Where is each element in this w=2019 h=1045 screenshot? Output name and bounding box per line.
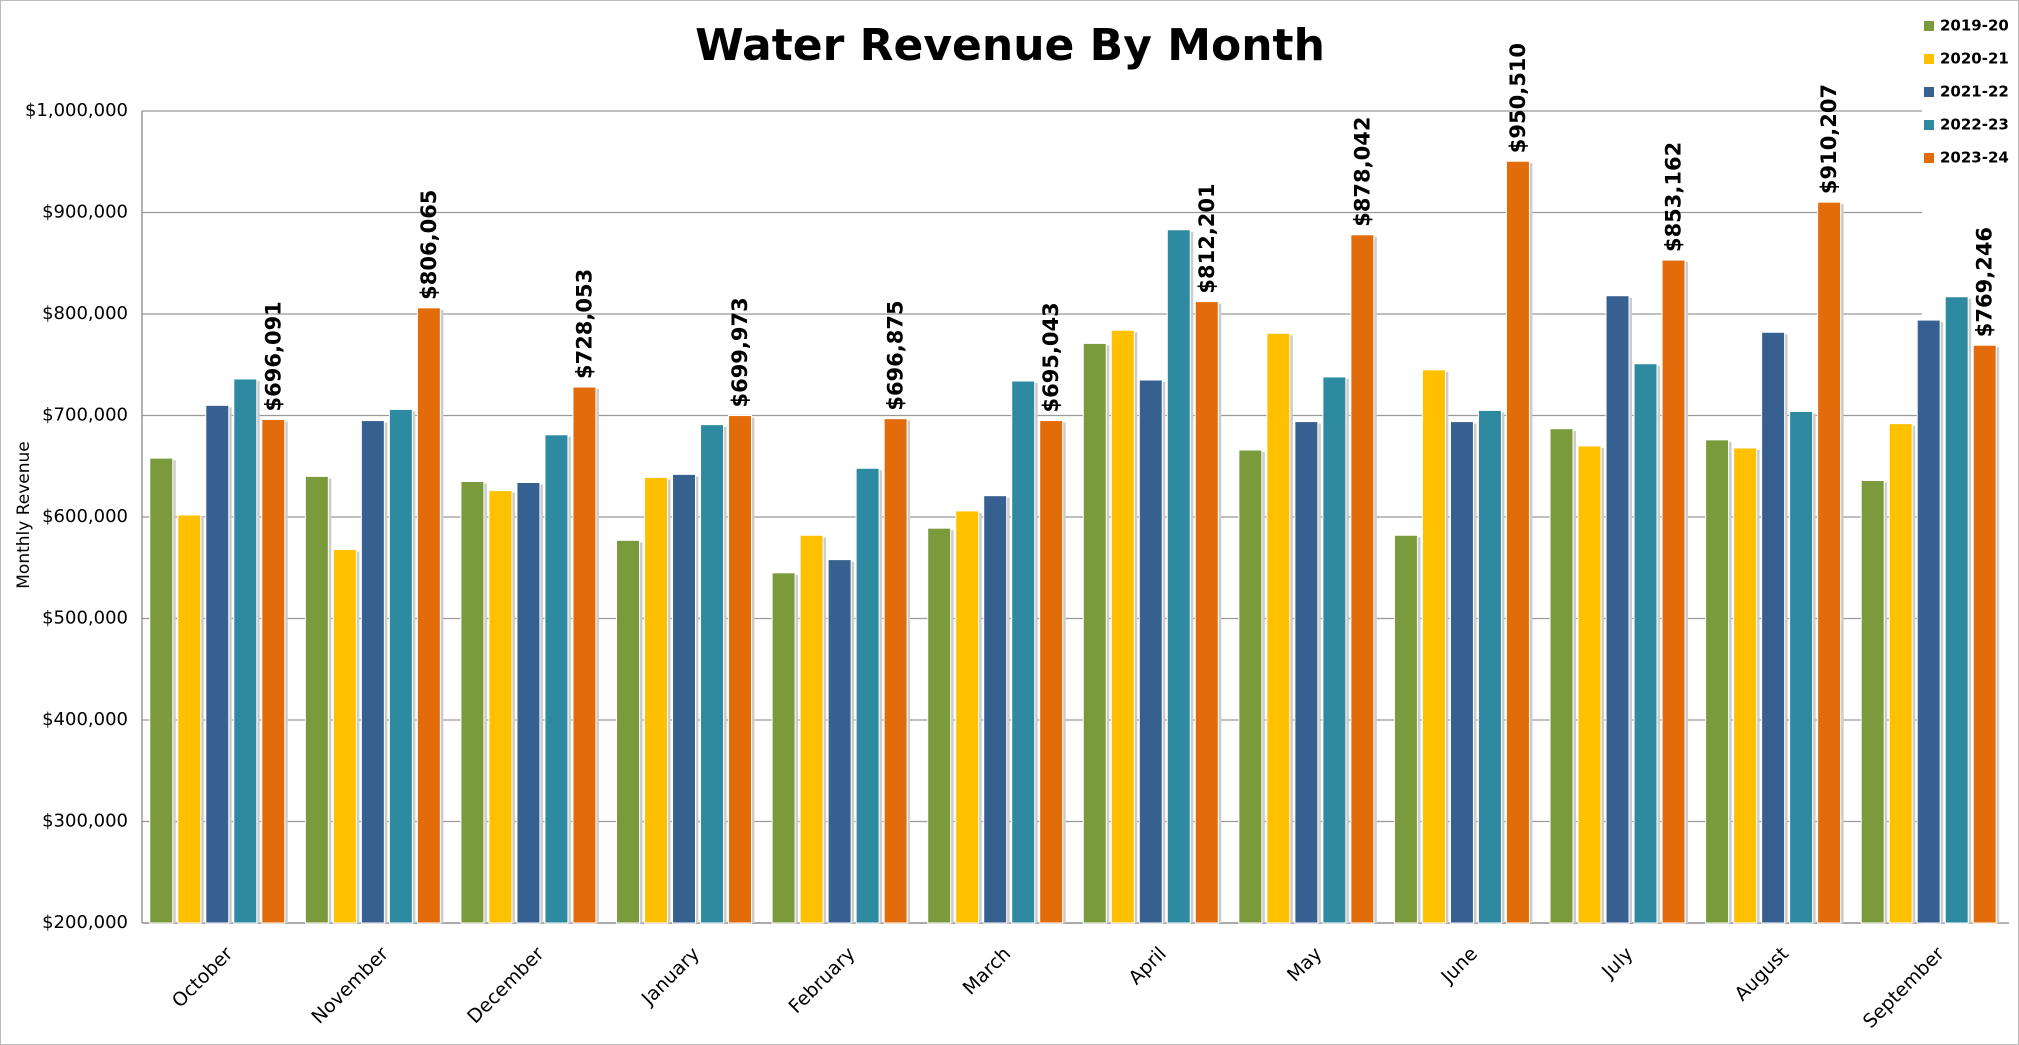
bar	[1817, 201, 1842, 924]
bar	[955, 510, 980, 924]
data-label: $695,043	[1039, 302, 1063, 412]
y-tick-label: $400,000	[42, 709, 128, 730]
legend-swatch	[1924, 153, 1934, 163]
data-label: $950,510	[1506, 43, 1530, 153]
bar	[1039, 420, 1064, 924]
bar	[1393, 534, 1418, 924]
bar	[1888, 423, 1913, 924]
bar	[1789, 410, 1814, 924]
bar	[1605, 295, 1630, 924]
bar	[488, 490, 513, 924]
data-label: $699,973	[728, 297, 752, 407]
y-tick-label: $600,000	[42, 506, 128, 527]
legend-swatch	[1924, 54, 1934, 64]
bar	[261, 418, 286, 924]
bar	[1477, 409, 1502, 924]
data-label: $812,201	[1195, 183, 1219, 293]
bar	[1166, 229, 1191, 924]
bar	[1505, 160, 1530, 924]
bar	[416, 307, 441, 924]
bar	[304, 475, 329, 924]
legend-label: 2022-23	[1940, 116, 2009, 134]
legend-swatch	[1924, 21, 1934, 31]
bar	[1705, 439, 1730, 924]
y-tick-label: $200,000	[42, 912, 128, 933]
legend-label: 2021-22	[1940, 83, 2009, 101]
bar	[855, 467, 880, 924]
bar	[460, 480, 485, 924]
bar	[700, 424, 725, 924]
bar	[1082, 342, 1107, 924]
y-tick-label: $500,000	[42, 608, 128, 629]
y-tick-label: $300,000	[42, 811, 128, 832]
bar	[1294, 421, 1319, 924]
bar	[1944, 296, 1969, 924]
bar	[1238, 449, 1263, 924]
bar	[388, 408, 413, 924]
bar	[1860, 479, 1885, 924]
y-tick-label: $800,000	[42, 303, 128, 324]
data-label: $806,065	[417, 190, 441, 300]
bar	[799, 534, 824, 924]
legend-swatch	[1924, 120, 1934, 130]
bar	[360, 420, 385, 924]
legend-swatch	[1924, 87, 1934, 97]
bar	[1138, 379, 1163, 924]
bar	[1733, 447, 1758, 924]
bar	[1916, 319, 1941, 924]
data-label: $853,162	[1662, 142, 1686, 252]
bar	[1549, 428, 1574, 924]
bar	[1449, 421, 1474, 924]
bar	[149, 457, 174, 924]
legend-label: 2023-24	[1940, 149, 2009, 167]
y-tick-label: $1,000,000	[25, 100, 128, 121]
bar	[983, 495, 1008, 924]
bar	[771, 572, 796, 924]
y-axis-label: Monthly Revenue	[14, 441, 34, 589]
data-label: $878,042	[1350, 117, 1374, 227]
bar	[205, 404, 230, 924]
bar	[927, 527, 952, 924]
bar	[1322, 376, 1347, 924]
data-label: $769,246	[1973, 227, 1997, 337]
bar	[1011, 380, 1036, 924]
bar	[616, 539, 640, 924]
data-label: $696,091	[261, 301, 285, 411]
data-label: $728,053	[572, 269, 596, 379]
bar	[1661, 259, 1686, 924]
bar	[1577, 445, 1602, 924]
bar	[1972, 344, 1997, 924]
bar	[827, 559, 852, 924]
bar	[544, 434, 569, 924]
bar	[1110, 329, 1135, 924]
bar	[1350, 234, 1375, 924]
bar	[883, 418, 908, 924]
bar	[1421, 369, 1446, 924]
data-label: $910,207	[1817, 84, 1841, 194]
bar	[516, 481, 541, 924]
bar	[1194, 301, 1219, 924]
legend-label: 2019-20	[1940, 17, 2009, 35]
bar	[1761, 331, 1786, 924]
data-label: $696,875	[884, 300, 908, 410]
y-tick-label: $700,000	[42, 405, 128, 426]
bar	[672, 473, 697, 924]
bar	[1633, 363, 1658, 924]
chart-title: Water Revenue By Month	[695, 20, 1325, 71]
bar	[728, 415, 753, 924]
bar	[1266, 332, 1291, 924]
bar	[572, 386, 597, 924]
bar	[233, 378, 258, 924]
y-tick-label: $900,000	[42, 202, 128, 223]
bar	[177, 514, 202, 924]
bar	[644, 476, 668, 924]
bar	[332, 548, 357, 924]
legend-label: 2020-21	[1940, 50, 2009, 68]
